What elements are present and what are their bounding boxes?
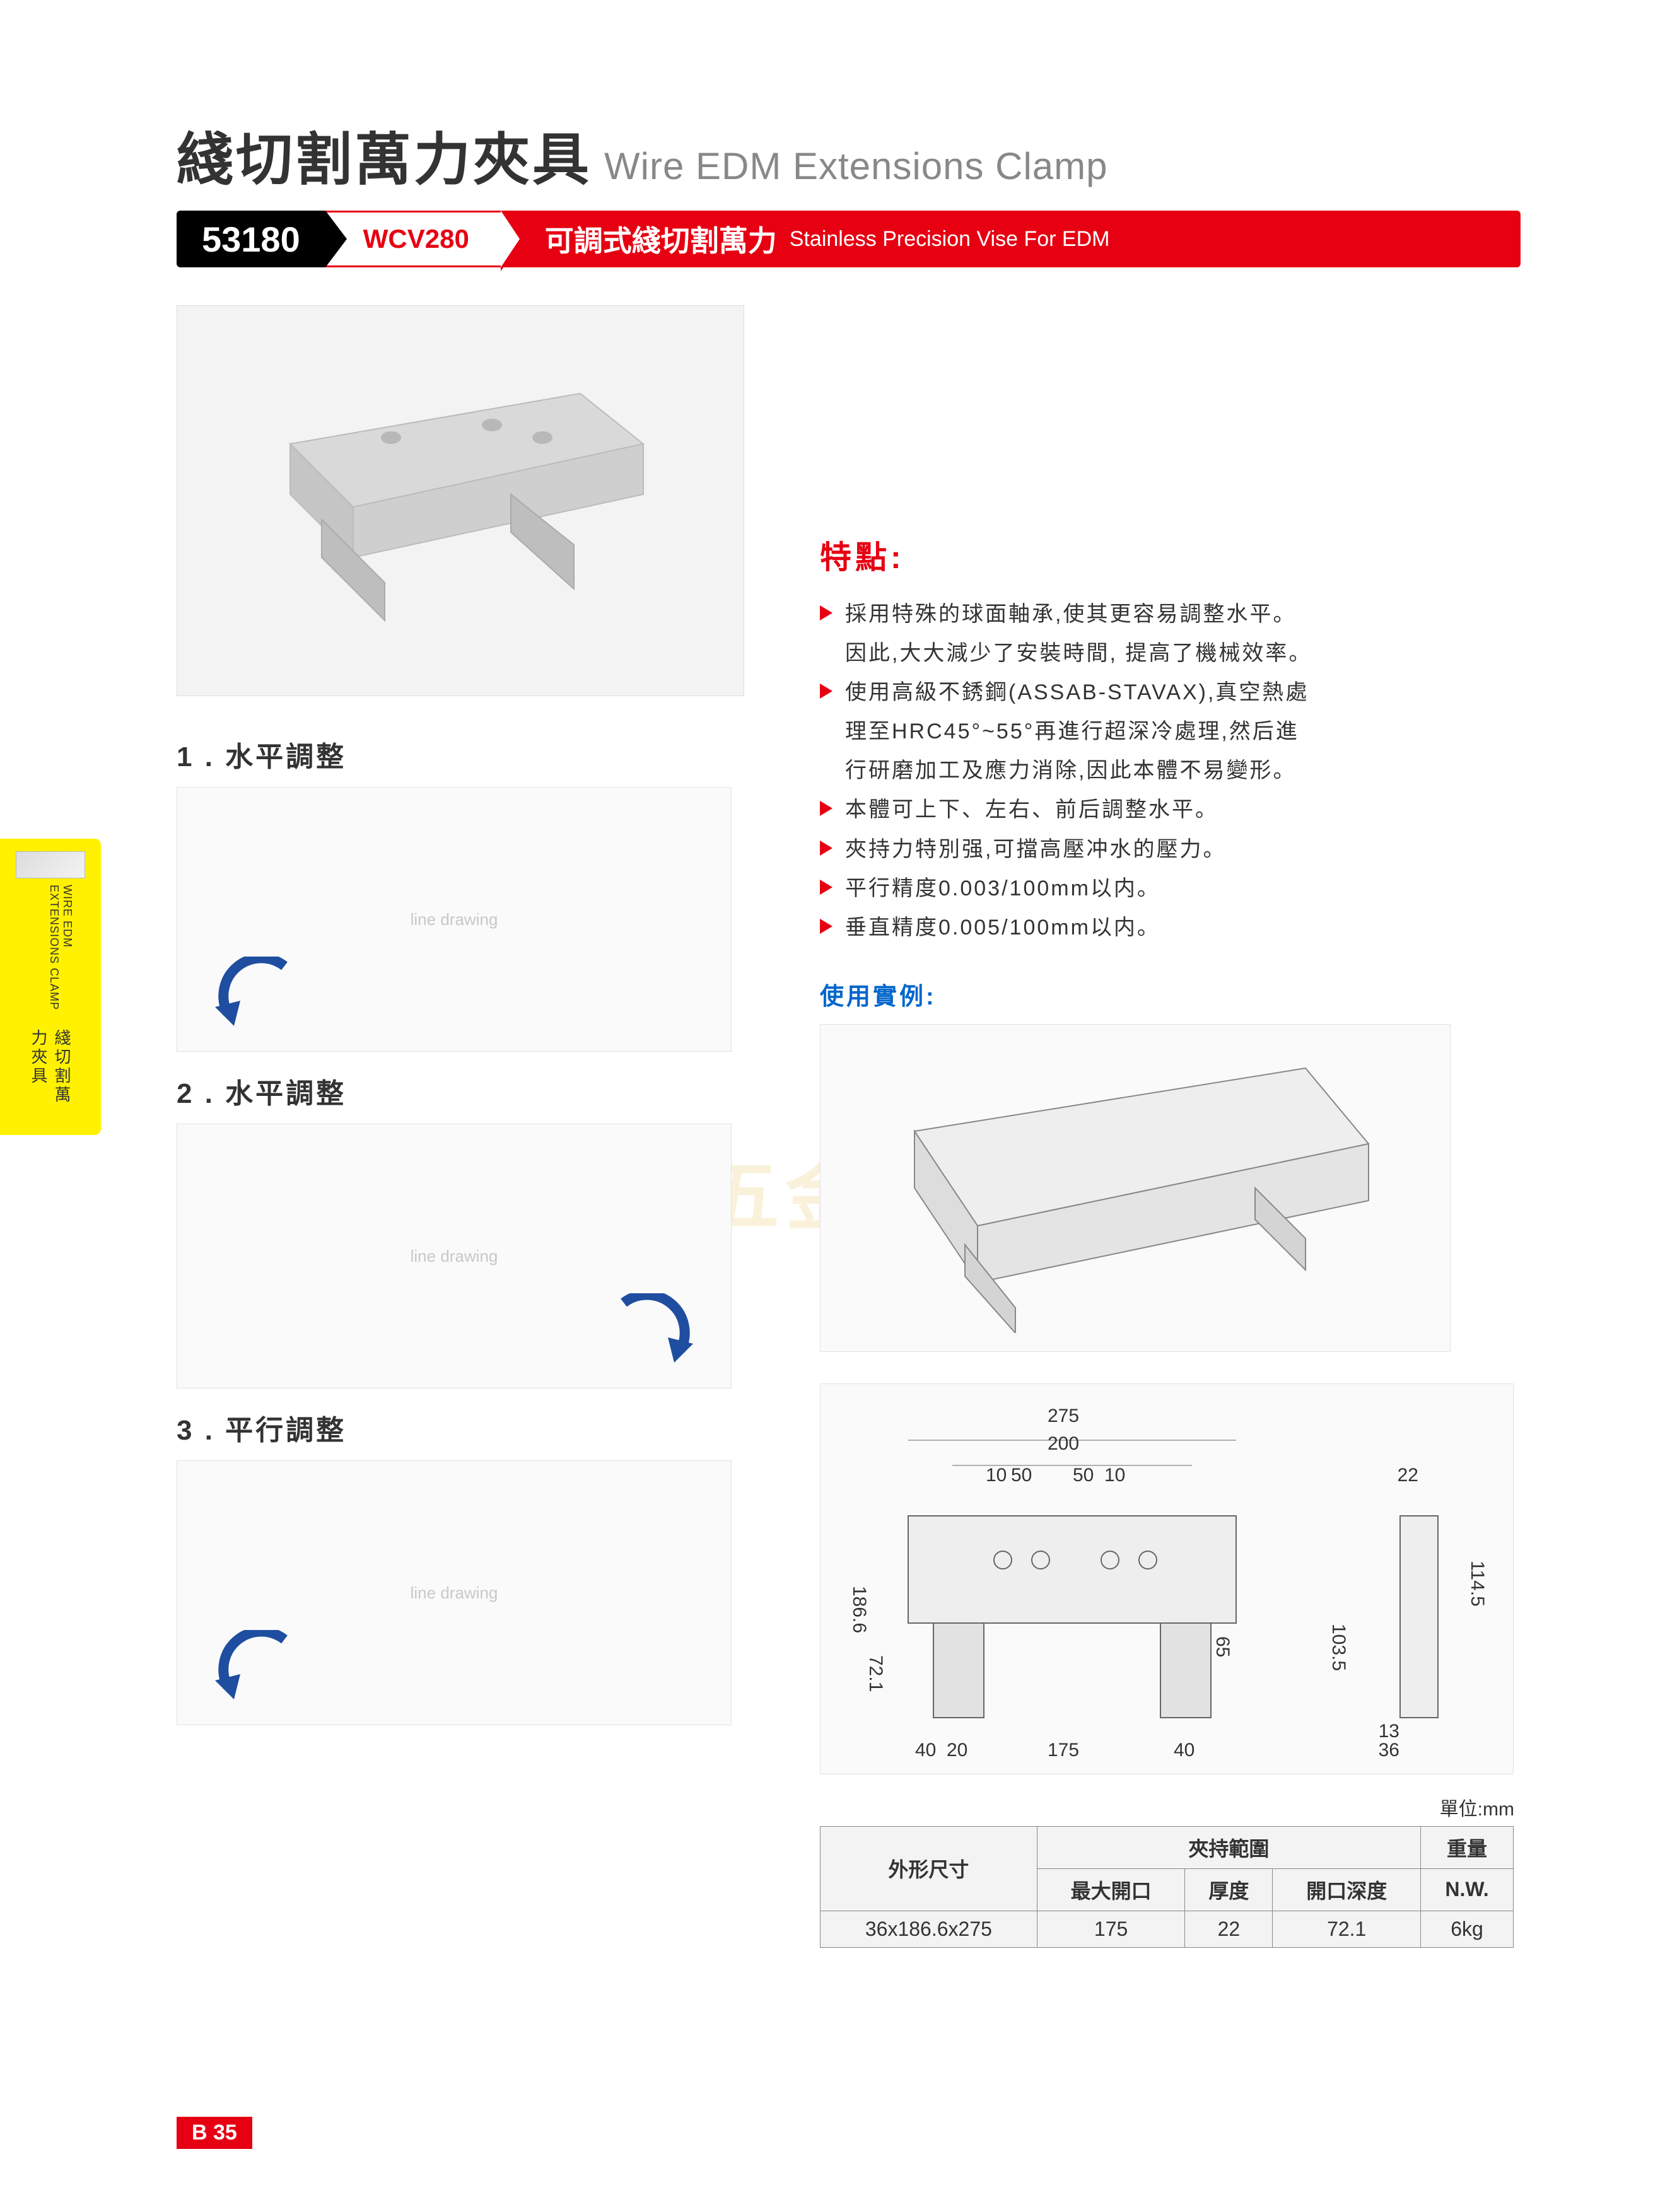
banner-desc: 可調式綫切割萬力 Stainless Precision Vise For ED…	[501, 211, 1521, 267]
example-figure	[820, 1024, 1451, 1352]
th-maxopen: 最大開口	[1037, 1868, 1185, 1911]
feature-item: 行研磨加工及應力消除,因此本體不易變形。	[820, 753, 1521, 788]
feature-item: 夾持力特別强,可擋高壓冲水的壓力。	[820, 832, 1521, 867]
step1-figure: line drawing	[177, 787, 732, 1052]
step2-label: 2 . 水平調整	[177, 1071, 782, 1111]
dim-72: 72.1	[865, 1655, 886, 1692]
banner-desc-cn: 可調式綫切割萬力	[545, 218, 777, 260]
feature-item: 本體可上下、左右、前后調整水平。	[820, 792, 1521, 827]
dim-186: 186.6	[848, 1586, 870, 1633]
banner-code: 53180	[177, 211, 325, 267]
td-thick: 22	[1185, 1911, 1273, 1947]
step3-text: 平行調整	[225, 1415, 346, 1446]
th-weight: 重量	[1421, 1826, 1514, 1868]
dim-40b: 40	[1174, 1740, 1194, 1761]
dim-13: 13	[1379, 1721, 1399, 1742]
feature-item: 因此,大大減少了安裝時間, 提高了機械效率。	[820, 636, 1521, 671]
page-title-row: 綫切割萬力夾具 Wire EDM Extensions Clamp	[177, 114, 1521, 195]
page-number-tag: B 35	[177, 2117, 252, 2149]
title-cn: 綫切割萬力夾具	[177, 114, 592, 195]
feature-item: 採用特殊的球面軸承,使其更容易調整水平。	[820, 597, 1521, 632]
dim-275: 275	[1048, 1406, 1079, 1427]
feature-item: 使用高級不銹鋼(ASSAB-STAVAX),真空熱處	[820, 675, 1521, 710]
dim-114: 114.5	[1466, 1561, 1488, 1607]
features-list: 採用特殊的球面軸承,使其更容易調整水平。因此,大大減少了安裝時間, 提高了機械效…	[820, 597, 1521, 945]
step2-figure: line drawing	[177, 1124, 732, 1388]
table-row: 外形尺寸 夾持範圍 重量	[821, 1826, 1514, 1868]
product-photo	[177, 305, 744, 696]
example-title: 使用實例:	[820, 977, 1521, 1011]
td-maxopen: 175	[1037, 1911, 1185, 1947]
dim-36: 36	[1379, 1740, 1399, 1761]
dim-50a: 50	[1011, 1465, 1032, 1486]
dim-20: 20	[947, 1740, 967, 1761]
step3-num: 3 .	[177, 1415, 225, 1446]
th-thick: 厚度	[1185, 1868, 1273, 1911]
banner-model-text: WCV280	[363, 224, 469, 254]
dimension-figure: 275 200 10 50 50 10 22 186.6 72.1 40 20 …	[820, 1383, 1514, 1774]
title-en: Wire EDM Extensions Clamp	[604, 144, 1108, 188]
th-range: 夾持範圍	[1037, 1826, 1420, 1868]
table-row: 36x186.6x275 175 22 72.1 6kg	[821, 1911, 1514, 1947]
features-title: 特點:	[820, 532, 1521, 578]
feature-item: 垂直精度0.005/100mm以内。	[820, 910, 1521, 945]
example-drawing	[851, 1043, 1419, 1333]
dim-103: 103.5	[1328, 1624, 1349, 1671]
spec-table: 外形尺寸 夾持範圍 重量 最大開口 厚度 開口深度 N.W. 36x186.6x…	[820, 1826, 1514, 1948]
dimension-drawing	[832, 1396, 1501, 1762]
right-column: 特點: 採用特殊的球面軸承,使其更容易調整水平。因此,大大減少了安裝時間, 提高…	[820, 305, 1521, 1948]
feature-item: 平行精度0.003/100mm以内。	[820, 871, 1521, 906]
dim-200: 200	[1048, 1433, 1079, 1455]
step3-figure: line drawing	[177, 1460, 732, 1725]
step1-text: 水平調整	[225, 742, 346, 772]
dim-50b: 50	[1073, 1465, 1094, 1486]
feature-item: 理至HRC45°~55°再進行超深冷處理,然后進	[820, 714, 1521, 749]
banner-desc-en: Stainless Precision Vise For EDM	[790, 227, 1110, 252]
step1-label: 1 . 水平調整	[177, 734, 782, 774]
arrow-icon	[215, 957, 303, 1032]
dim-65: 65	[1212, 1636, 1233, 1657]
left-column: 1 . 水平調整 line drawing 2 . 水平調整 line draw…	[177, 305, 782, 1948]
product-photo-placeholder	[240, 368, 681, 633]
dim-10a: 10	[986, 1465, 1007, 1486]
unit-label: 單位:mm	[820, 1793, 1521, 1821]
th-outline: 外形尺寸	[821, 1826, 1037, 1911]
step2-num: 2 .	[177, 1078, 225, 1109]
th-depth: 開口深度	[1273, 1868, 1421, 1911]
product-banner: 53180 WCV280 可調式綫切割萬力 Stainless Precisio…	[177, 211, 1521, 267]
step1-num: 1 .	[177, 742, 225, 772]
th-nw: N.W.	[1421, 1868, 1514, 1911]
arrow-icon	[215, 1630, 303, 1706]
arrow-icon	[605, 1293, 693, 1369]
td-depth: 72.1	[1273, 1911, 1421, 1947]
dim-40a: 40	[915, 1740, 936, 1761]
step2-text: 水平調整	[225, 1078, 346, 1109]
banner-model: WCV280	[325, 211, 501, 267]
dim-175: 175	[1048, 1740, 1079, 1761]
step3-label: 3 . 平行調整	[177, 1407, 782, 1448]
dim-10b: 10	[1104, 1465, 1125, 1486]
dim-22: 22	[1398, 1465, 1418, 1486]
td-outline: 36x186.6x275	[821, 1911, 1037, 1947]
td-weight: 6kg	[1421, 1911, 1514, 1947]
